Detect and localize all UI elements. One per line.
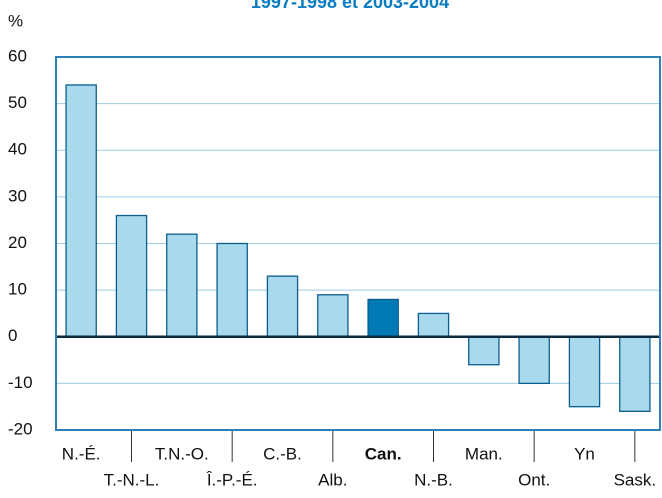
y-axis-label: %: [8, 11, 23, 30]
x-tick-label: C.-B.: [263, 444, 302, 463]
bar: [317, 294, 349, 338]
bar: [518, 336, 550, 385]
bar: [619, 336, 651, 412]
x-tick-label: T.-N.-L.: [104, 470, 160, 489]
bar: [266, 275, 299, 338]
x-tick-label: Man.: [465, 444, 503, 463]
x-tick-label: Ont.: [518, 470, 550, 489]
y-tick-label: 40: [8, 140, 27, 159]
chart-title: 1997-1998 et 2003-2004: [251, 0, 449, 12]
x-tick-label: Can.: [365, 444, 402, 463]
x-tick-label: Î.-P.-É.: [206, 470, 258, 489]
y-tick-label: -10: [8, 373, 33, 392]
y-tick-label: 60: [8, 46, 27, 65]
y-tick-label: 10: [8, 280, 27, 299]
bar: [216, 242, 248, 338]
bar: [115, 214, 148, 338]
y-tick-label: 30: [8, 186, 27, 205]
bar: [417, 312, 450, 338]
y-tick-label: 20: [8, 233, 27, 252]
bar: [65, 84, 97, 338]
plot-frame: [55, 56, 661, 431]
bar: [568, 336, 601, 408]
x-tick-label: T.N.-O.: [155, 444, 209, 463]
bar: [367, 298, 399, 338]
y-tick-label: 50: [8, 93, 27, 112]
x-tick-label: N.-É.: [62, 444, 101, 463]
y-tick-label: 0: [8, 326, 17, 345]
x-tick-label: Alb.: [318, 470, 347, 489]
bar: [166, 233, 198, 338]
x-tick-label: N.-B.: [414, 470, 453, 489]
x-tick-label: Yn: [574, 444, 595, 463]
y-tick-label: -20: [8, 419, 33, 438]
x-tick-label: Sask.: [614, 470, 657, 489]
bar: [468, 336, 500, 366]
